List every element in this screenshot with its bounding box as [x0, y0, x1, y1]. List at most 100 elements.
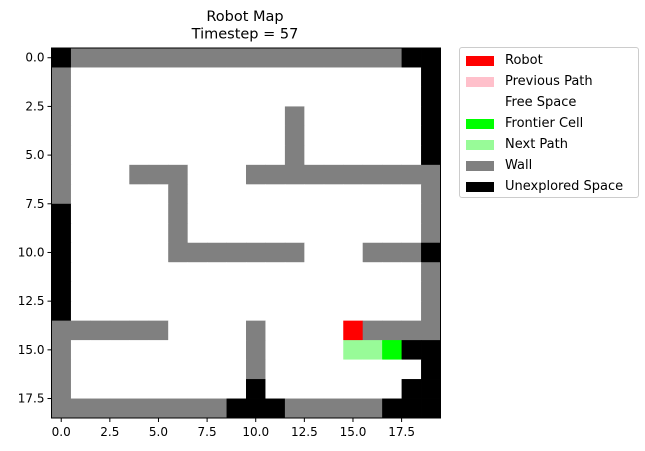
free-space-cell: [382, 184, 402, 205]
free-space-cell: [207, 86, 227, 107]
free-space-cell: [129, 340, 150, 360]
free-space-cell: [401, 67, 422, 88]
wall-cell: [362, 242, 383, 263]
wall-cell: [362, 398, 383, 419]
wall-cell: [421, 184, 441, 205]
free-space-cell: [382, 301, 402, 322]
wall-cell: [90, 320, 111, 341]
free-space-cell: [70, 106, 91, 127]
free-space-cell: [70, 340, 91, 360]
free-space-cell: [207, 203, 227, 224]
legend-swatch: [466, 118, 494, 129]
legend-swatch: [466, 160, 494, 171]
free-space-cell: [70, 223, 91, 244]
unexplored-cell: [382, 398, 402, 419]
unexplored-cell: [421, 359, 441, 380]
free-space-cell: [168, 67, 189, 88]
free-space-cell: [109, 281, 130, 302]
wall-cell: [265, 48, 286, 68]
legend-item: Frontier Cell: [466, 113, 583, 134]
free-space-cell: [343, 281, 364, 302]
legend-item: Wall: [466, 155, 532, 176]
free-space-cell: [265, 125, 286, 146]
free-space-cell: [343, 86, 364, 107]
free-space-cell: [323, 86, 344, 107]
free-space-cell: [323, 242, 344, 263]
free-space-cell: [265, 67, 286, 88]
wall-cell: [129, 48, 150, 68]
free-space-cell: [304, 106, 325, 127]
wall-cell: [51, 320, 72, 341]
free-space-cell: [284, 379, 305, 399]
free-space-cell: [323, 301, 344, 322]
wall-cell: [421, 281, 441, 302]
free-space-cell: [343, 242, 364, 263]
wall-cell: [51, 164, 72, 185]
wall-cell: [148, 48, 169, 68]
free-space-cell: [382, 125, 402, 146]
free-space-cell: [343, 125, 364, 146]
unexplored-cell: [421, 86, 441, 107]
free-space-cell: [304, 379, 325, 399]
wall-cell: [284, 48, 305, 68]
wall-cell: [246, 320, 266, 341]
free-space-cell: [70, 125, 91, 146]
free-space-cell: [226, 262, 247, 283]
free-space-cell: [401, 223, 422, 244]
free-space-cell: [284, 203, 305, 224]
wall-cell: [207, 242, 227, 263]
unexplored-cell: [421, 398, 441, 419]
wall-cell: [148, 164, 169, 185]
y-tick-label: 17.5: [18, 392, 45, 406]
free-space-cell: [343, 184, 364, 205]
free-space-cell: [265, 145, 286, 166]
wall-cell: [51, 86, 72, 107]
free-space-cell: [129, 125, 150, 146]
wall-cell: [51, 398, 72, 419]
free-space-cell: [401, 106, 422, 127]
wall-cell: [246, 242, 266, 263]
free-space-cell: [168, 320, 189, 341]
free-space-cell: [304, 262, 325, 283]
free-space-cell: [187, 340, 208, 360]
x-tick-label: 0.0: [52, 425, 71, 439]
free-space-cell: [304, 320, 325, 341]
free-space-cell: [207, 125, 227, 146]
free-space-cell: [129, 145, 150, 166]
free-space-cell: [148, 223, 169, 244]
wall-cell: [323, 48, 344, 68]
free-space-cell: [168, 262, 189, 283]
wall-cell: [70, 48, 91, 68]
free-space-cell: [168, 145, 189, 166]
free-space-cell: [304, 281, 325, 302]
wall-cell: [421, 223, 441, 244]
wall-cell: [246, 48, 266, 68]
robot-cell: [343, 320, 364, 341]
free-space-cell: [207, 145, 227, 166]
free-space-cell: [70, 184, 91, 205]
free-space-cell: [129, 262, 150, 283]
free-space-cell: [304, 301, 325, 322]
free-space-cell: [187, 359, 208, 380]
wall-cell: [226, 48, 247, 68]
free-space-cell: [265, 262, 286, 283]
free-space-cell: [382, 203, 402, 224]
free-space-cell: [246, 301, 266, 322]
free-space-cell: [265, 184, 286, 205]
free-space-cell: [246, 67, 266, 88]
legend-swatch: [466, 76, 494, 87]
free-space-cell: [382, 86, 402, 107]
free-space-cell: [207, 320, 227, 341]
free-space-cell: [187, 301, 208, 322]
wall-cell: [382, 164, 402, 185]
free-space-cell: [304, 359, 325, 380]
free-space-cell: [187, 379, 208, 399]
free-space-cell: [207, 262, 227, 283]
wall-cell: [168, 184, 189, 205]
free-space-cell: [90, 164, 111, 185]
free-space-cell: [226, 164, 247, 185]
next-path-cell: [362, 340, 383, 360]
free-space-cell: [187, 184, 208, 205]
wall-cell: [129, 320, 150, 341]
